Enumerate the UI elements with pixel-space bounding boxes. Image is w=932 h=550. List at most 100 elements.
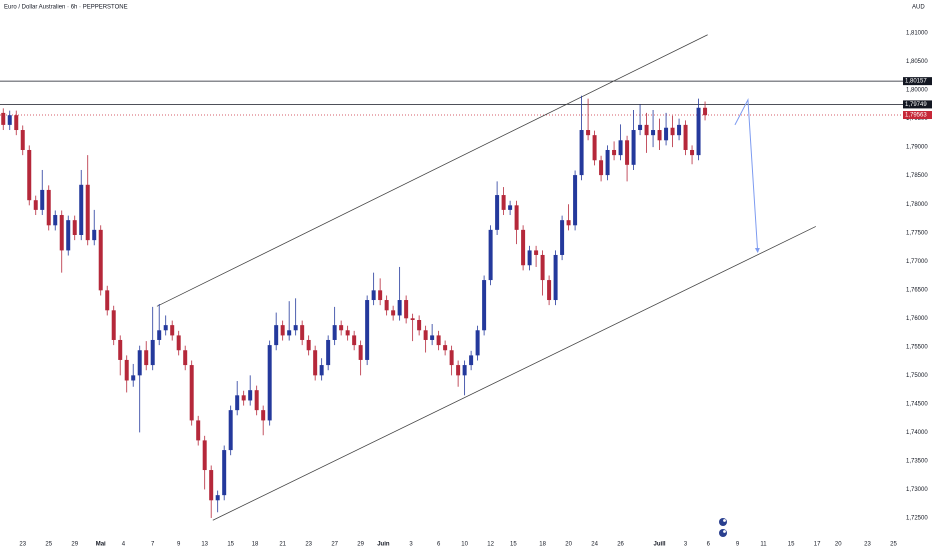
candle-body xyxy=(293,325,298,331)
candle-body xyxy=(573,175,578,226)
candle-body xyxy=(540,254,545,281)
currency-label: AUD xyxy=(912,5,925,11)
y-tick-label: 1,77500 xyxy=(906,230,928,236)
x-tick-label: 25 xyxy=(890,542,897,548)
candle-body xyxy=(163,325,168,331)
candle-body xyxy=(358,345,363,360)
candle-body xyxy=(417,320,422,331)
candles xyxy=(1,95,708,518)
candle-body xyxy=(703,107,708,116)
candle-body xyxy=(683,124,688,150)
candle-body xyxy=(7,115,12,125)
candle-body xyxy=(33,200,38,210)
candle-body xyxy=(696,107,701,156)
x-tick-label: 20 xyxy=(835,542,842,548)
candle-body xyxy=(638,124,643,131)
candle-body xyxy=(150,339,155,366)
candle-body xyxy=(670,127,675,136)
candle-body xyxy=(189,365,194,421)
y-tick-label: 1,79500 xyxy=(906,116,928,122)
y-tick-label: 1,81000 xyxy=(906,31,928,37)
candle-body xyxy=(183,350,188,366)
trendline xyxy=(212,226,817,521)
projection-arrow xyxy=(734,97,760,253)
candle-body xyxy=(118,339,123,360)
x-tick-label: 7 xyxy=(151,542,155,548)
candle-body xyxy=(553,254,558,301)
y-tick-label: 1,74000 xyxy=(906,430,928,436)
price-label-box xyxy=(903,77,932,86)
candle-body xyxy=(495,195,500,230)
x-tick-label: 15 xyxy=(788,542,795,548)
candle-body xyxy=(378,290,383,301)
candle-body xyxy=(449,350,454,366)
candle-body xyxy=(137,350,142,376)
y-tick-label: 1,75000 xyxy=(906,373,928,379)
event-icons[interactable] xyxy=(719,518,727,537)
candle-body xyxy=(690,149,695,156)
y-tick-label: 1,80000 xyxy=(906,88,928,94)
x-tick-label: 6 xyxy=(707,542,711,548)
candle-body xyxy=(274,325,279,346)
candle-body xyxy=(176,335,181,351)
candle-body xyxy=(501,195,506,210)
x-tick-label: 20 xyxy=(565,542,572,548)
candle-body xyxy=(124,359,129,381)
event-icon[interactable] xyxy=(719,518,727,526)
candle-body xyxy=(170,325,175,336)
x-tick-label: 9 xyxy=(177,542,181,548)
candle-body xyxy=(196,420,201,441)
x-tick-label: 25 xyxy=(45,542,52,548)
candle-body xyxy=(677,124,682,136)
event-icon-glint xyxy=(723,530,726,533)
candle-body xyxy=(202,440,207,471)
x-tick-label: 21 xyxy=(279,542,286,548)
candle-body xyxy=(391,310,396,316)
candle-body xyxy=(469,355,474,366)
candle-body xyxy=(527,250,532,266)
candle-body xyxy=(306,339,311,351)
candle-body xyxy=(456,365,461,376)
x-tick-label: 15 xyxy=(510,542,517,548)
candle-body xyxy=(488,229,493,281)
candle-body xyxy=(423,330,428,340)
candle-body xyxy=(267,345,272,421)
candle-body xyxy=(365,300,370,360)
candle-body xyxy=(534,250,539,255)
y-tick-label: 1,79000 xyxy=(906,145,928,151)
x-tick-label: Mai xyxy=(96,542,106,548)
candle-body xyxy=(319,365,324,376)
x-tick-label: Juill xyxy=(654,542,666,548)
candle-body xyxy=(27,149,32,201)
candle-body xyxy=(66,220,71,251)
candle-body xyxy=(40,189,45,210)
candle-body xyxy=(215,495,220,501)
candle-body xyxy=(592,135,597,161)
y-tick-label: 1,75500 xyxy=(906,344,928,350)
candle-body xyxy=(521,229,526,266)
candle-body xyxy=(618,140,623,156)
price-label-box xyxy=(903,111,932,120)
candle-body xyxy=(664,127,669,141)
candle-body xyxy=(345,330,350,336)
chart-title: Euro / Dollar Australien · 6h · PEPPERST… xyxy=(4,5,128,11)
event-icon-glint xyxy=(723,519,726,522)
x-tick-label: 12 xyxy=(487,542,494,548)
candle-body xyxy=(566,220,571,226)
y-tick-label: 1,78000 xyxy=(906,202,928,208)
x-tick-label: 3 xyxy=(409,542,413,548)
candle-body xyxy=(547,280,552,301)
candle-body xyxy=(436,335,441,346)
candle-body xyxy=(1,112,6,125)
candle-body xyxy=(157,330,162,340)
candle-body xyxy=(352,335,357,346)
x-tick-label: 23 xyxy=(864,542,871,548)
candle-body xyxy=(131,375,136,381)
candle-body xyxy=(144,350,149,366)
price-label: 1,80157 xyxy=(905,79,927,85)
candle-body xyxy=(371,290,376,301)
x-tick-label: Juin xyxy=(377,542,390,548)
event-icon[interactable] xyxy=(719,529,727,537)
